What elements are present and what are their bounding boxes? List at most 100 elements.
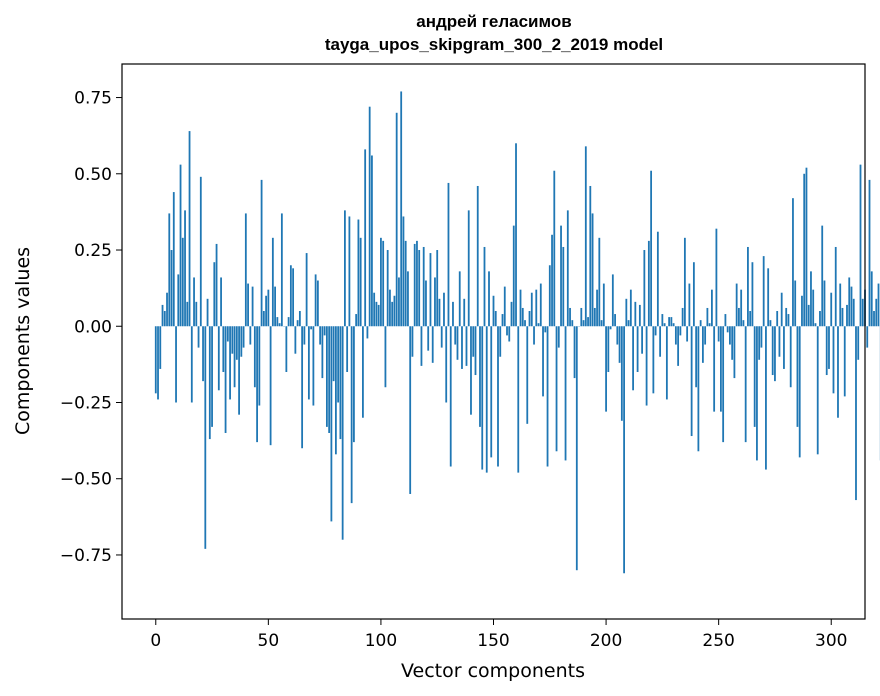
bar [357, 219, 360, 327]
bar [765, 326, 767, 470]
bar [589, 185, 592, 327]
bar [704, 326, 707, 345]
bar [217, 326, 220, 391]
bar [278, 323, 281, 327]
bar [555, 326, 558, 452]
bar [850, 286, 853, 327]
bar [172, 192, 175, 327]
bar [328, 326, 331, 433]
bar [316, 280, 319, 327]
bar [539, 283, 542, 327]
x-tick-label: 250 [702, 631, 734, 651]
bar [801, 295, 803, 327]
bar [386, 250, 389, 327]
bar [623, 326, 625, 574]
bar [497, 326, 499, 467]
bar [855, 326, 857, 501]
bar [857, 326, 860, 360]
bar [503, 286, 506, 327]
bar [346, 326, 349, 372]
bar [546, 326, 549, 467]
bar [758, 326, 761, 360]
bar [197, 326, 200, 348]
bar [359, 237, 362, 327]
bar [319, 326, 322, 345]
bar [179, 164, 182, 327]
bar [652, 326, 655, 394]
bar [798, 326, 801, 458]
bar [400, 91, 403, 327]
bar [683, 237, 686, 327]
bar [605, 326, 607, 412]
bar [287, 317, 290, 327]
bar [409, 326, 412, 494]
bar [380, 237, 382, 327]
bar [816, 326, 819, 455]
y-tick-label: 0.00 [74, 317, 112, 337]
bar [783, 326, 785, 369]
bar [332, 326, 335, 382]
bar [501, 314, 504, 327]
bar [715, 228, 718, 327]
x-tick-label: 150 [477, 631, 509, 651]
bar [774, 326, 776, 382]
bar [510, 301, 513, 327]
bar [371, 155, 373, 327]
bar [447, 182, 450, 327]
x-axis-label: Vector components [401, 660, 585, 682]
bar [726, 326, 729, 333]
bar [877, 283, 880, 327]
bar [222, 326, 225, 372]
bar [821, 225, 824, 327]
bar [805, 167, 808, 327]
bar [407, 271, 409, 327]
bar [204, 326, 207, 549]
bar [184, 210, 186, 327]
bar [614, 314, 616, 327]
bar [785, 307, 788, 327]
x-axis: 0 50 100 150 200 250 300 [150, 619, 847, 651]
bar [654, 326, 657, 336]
bar [701, 326, 704, 363]
bar [353, 326, 355, 443]
bar [720, 326, 722, 412]
bar [294, 326, 297, 354]
bar [235, 326, 238, 360]
bar [485, 326, 488, 473]
bar [560, 225, 562, 327]
bar [330, 326, 333, 522]
bar [740, 289, 743, 327]
bar [470, 326, 472, 415]
bar [305, 253, 308, 327]
bar [274, 286, 276, 327]
chart-title-line-1: андрей геласимов [416, 12, 572, 31]
bar [828, 326, 830, 369]
bar [600, 320, 603, 327]
bar [679, 326, 682, 336]
bar [551, 234, 553, 327]
bar [533, 326, 535, 345]
bar [175, 326, 177, 403]
chart-title-line-2: tayga_upos_skipgram_300_2_2019 model [324, 35, 664, 54]
bar [181, 237, 184, 327]
bar [830, 292, 833, 327]
bar [665, 326, 668, 400]
bar [310, 326, 313, 330]
bar [566, 210, 569, 327]
bar [663, 323, 666, 327]
bar [420, 326, 423, 366]
bar [753, 326, 756, 427]
bar [429, 253, 432, 327]
bar [276, 317, 279, 327]
bar [717, 326, 720, 342]
bar [512, 225, 515, 327]
bar [449, 326, 452, 467]
bar [672, 323, 675, 327]
bar [519, 289, 522, 327]
bar [350, 326, 353, 504]
bar [638, 304, 641, 327]
bar [629, 289, 632, 327]
bar [454, 326, 457, 345]
bar [724, 314, 727, 327]
